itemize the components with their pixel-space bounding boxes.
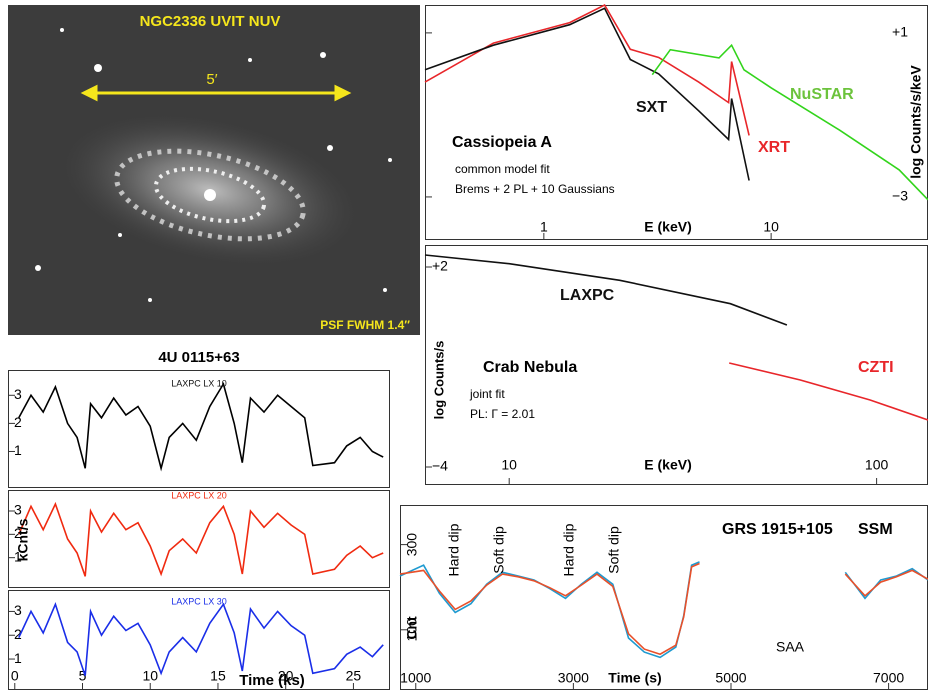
psf-label: PSF FWHM 1.4″ (320, 318, 410, 332)
x-axis-label: E (keV) (644, 457, 691, 473)
y-tick-label: +1 (892, 24, 908, 40)
y-tick-label: −4 (432, 458, 448, 474)
y-tick-label: 100 (404, 618, 420, 642)
y-tick-label: 1 (14, 650, 22, 666)
plot-frame (8, 590, 390, 690)
image-panel: NGC2336 UVIT NUV 5′ PSF FWHM 1.4″ (8, 5, 420, 335)
subtitle: SSM (858, 521, 893, 538)
chart-title: GRS 1915+105 (722, 521, 833, 538)
spiral-arm (114, 148, 306, 242)
x-tick-label: 5 (79, 668, 87, 684)
series-line (18, 602, 384, 676)
series-line (18, 381, 384, 472)
annotation: Hard dip (446, 523, 462, 576)
y-tick-label: 3 (14, 602, 22, 618)
y-tick-label: 3 (14, 386, 22, 402)
panel-label: LAXPC LX 20 (171, 490, 227, 500)
y-tick-label: −3 (892, 188, 908, 204)
x-tick-label: 5000 (715, 670, 746, 686)
x-tick-label: 15 (210, 668, 226, 684)
panel-label: LAXPC LX 30 (171, 596, 227, 606)
y-tick-label: 2 (14, 525, 22, 541)
annotation: Soft dip (606, 526, 622, 574)
series-label: XRT (758, 139, 790, 156)
plot-frame (8, 370, 390, 488)
x-tick-label: 20 (278, 668, 294, 684)
y-axis-label: log Counts/s (431, 341, 446, 420)
x-axis-label: Time (s) (608, 670, 661, 686)
y-axis-label: Cnt (404, 616, 420, 640)
x-axis-label: E (keV) (644, 219, 691, 235)
subtitle: Brems + 2 PL + 10 Gaussians (455, 182, 615, 196)
series-label: CZTI (858, 359, 894, 376)
series-line (399, 562, 928, 656)
panel-label: LAXPC LX 10 (171, 378, 227, 388)
y-tick-label: 3 (14, 502, 22, 518)
x-tick-label: 10 (763, 219, 779, 235)
subtitle: joint fit (469, 387, 505, 401)
subtitle: PL: Γ = 2.01 (470, 407, 535, 421)
annotation: SAA (776, 639, 805, 655)
x-tick-label: 0 (11, 668, 19, 684)
series-label: LAXPC (560, 287, 615, 304)
galaxy-core (204, 189, 216, 201)
x-tick-label: 1 (540, 219, 548, 235)
scale-label: 5′ (206, 71, 217, 88)
subtitle: common model fit (455, 162, 550, 176)
y-tick-label: 1 (14, 442, 22, 458)
stars (35, 28, 392, 302)
spiral-arm (153, 166, 267, 224)
x-tick-label: 1000 (400, 670, 431, 686)
image-title: NGC2336 UVIT NUV (140, 13, 281, 30)
x-tick-label: 10 (501, 457, 517, 473)
x-tick-label: 7000 (873, 670, 904, 686)
y-tick-label: 2 (14, 414, 22, 430)
scale-arrow (80, 84, 352, 102)
annotation: Soft dip (491, 526, 507, 574)
annotation: Hard dip (561, 523, 577, 576)
series-line (18, 501, 384, 577)
y-tick-label: 300 (404, 533, 420, 557)
plot-frame (400, 505, 928, 690)
series-label: NuSTAR (790, 86, 854, 103)
x-tick-label: 10 (142, 668, 158, 684)
series-line (424, 3, 750, 136)
series-line (424, 7, 750, 181)
y-tick-label: 1 (14, 548, 22, 564)
series-line (399, 561, 928, 659)
series-line (651, 43, 928, 201)
plot-frame (8, 490, 390, 588)
series-label: SXT (636, 99, 667, 116)
y-axis-label: kCnt/s (15, 518, 31, 561)
series-line (729, 362, 928, 421)
chart-title: Crab Nebula (483, 359, 577, 376)
x-tick-label: 25 (346, 668, 362, 684)
chart-title: 4U 0115+63 (158, 349, 239, 366)
x-tick-label: 100 (865, 457, 889, 473)
x-tick-label: 3000 (558, 670, 589, 686)
y-tick-label: +2 (432, 258, 448, 274)
x-axis-label: Time (ks) (239, 672, 305, 689)
y-axis-label: log Counts/s/keV (908, 65, 924, 179)
series-line (424, 254, 788, 326)
y-tick-label: 2 (14, 626, 22, 642)
chart-title: Cassiopeia A (452, 134, 552, 151)
